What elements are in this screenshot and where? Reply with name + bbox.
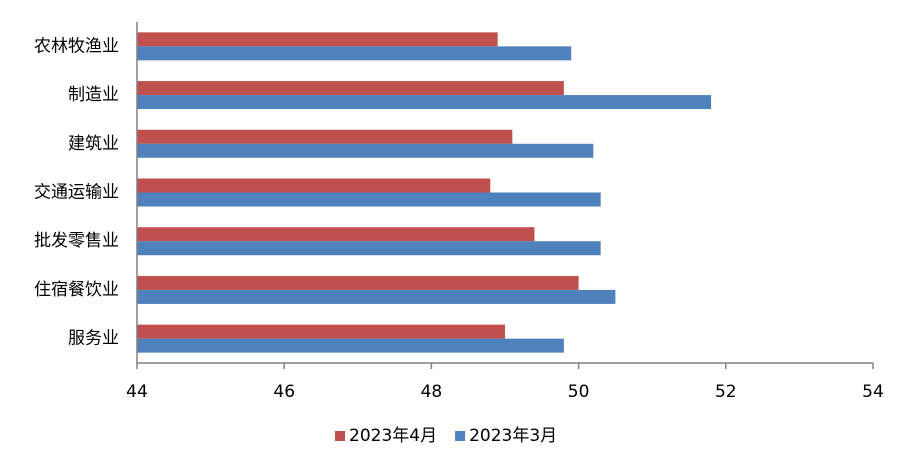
y-tick-label: 服务业 <box>68 329 119 349</box>
x-tick-label: 54 <box>862 382 884 402</box>
bar <box>137 178 491 193</box>
bar <box>137 95 712 110</box>
legend-label: 2023年3月 <box>469 426 557 446</box>
bar <box>137 81 564 96</box>
bar <box>137 192 601 207</box>
y-tick-label: 批发零售业 <box>34 231 119 251</box>
bar <box>137 241 601 256</box>
legend-swatch <box>455 431 466 441</box>
bar <box>137 275 579 290</box>
x-tick-label: 52 <box>715 382 737 402</box>
y-tick-label: 制造业 <box>68 85 119 105</box>
bar <box>137 338 564 353</box>
x-tick-label: 44 <box>126 382 148 402</box>
y-tick-label: 农林牧渔业 <box>34 36 119 56</box>
y-tick-label: 交通运输业 <box>34 183 119 203</box>
bar <box>137 324 505 339</box>
bar <box>137 32 498 47</box>
x-tick-label: 46 <box>273 382 295 402</box>
y-tick-label: 建筑业 <box>68 134 119 154</box>
x-tick-label: 48 <box>421 382 443 402</box>
bar <box>137 227 535 242</box>
legend-swatch <box>335 431 345 441</box>
x-tick-label: 50 <box>568 382 590 402</box>
y-tick-label: 住宿餐饮业 <box>34 280 119 300</box>
bar <box>137 46 572 61</box>
legend-label: 2023年4月 <box>349 426 437 446</box>
bar <box>137 289 616 304</box>
bar <box>137 129 513 144</box>
bar <box>137 143 594 158</box>
